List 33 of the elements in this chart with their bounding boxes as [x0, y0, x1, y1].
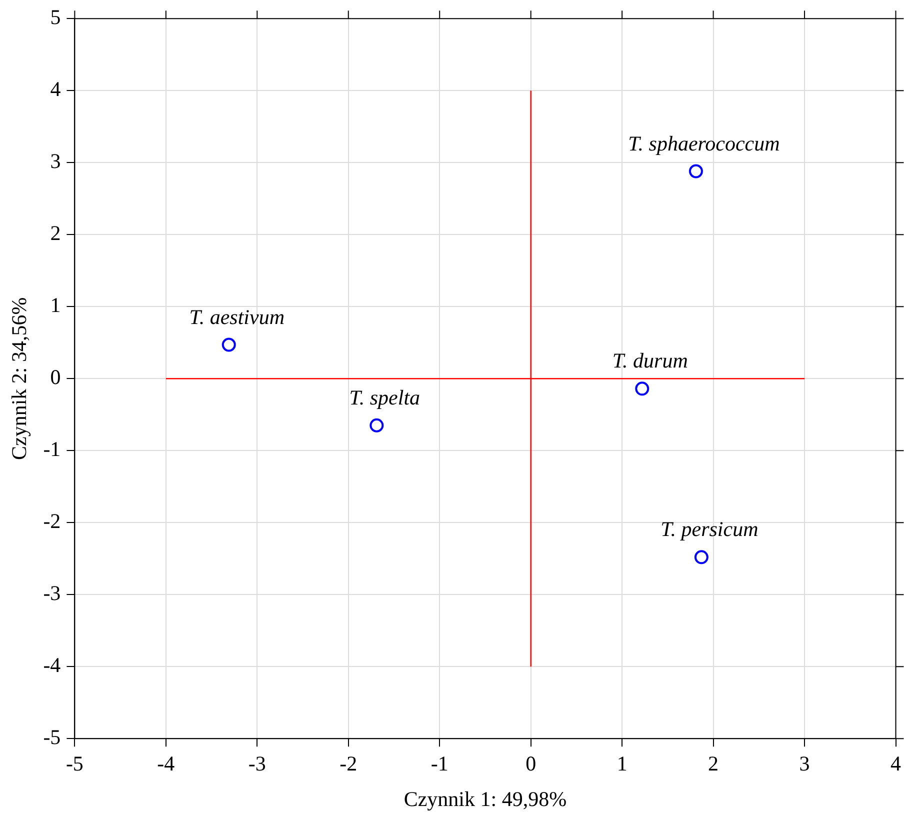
y-tick-label: -5 — [43, 725, 61, 750]
y-axis-title: Czynnik 2: 34,56% — [7, 297, 32, 460]
y-tick-label: 0 — [50, 365, 61, 390]
x-tick-label: 0 — [526, 752, 536, 776]
x-tick-label: 3 — [799, 752, 810, 776]
x-tick-label: 4 — [890, 752, 902, 776]
y-tick-label: 2 — [50, 221, 61, 246]
point — [688, 164, 703, 178]
point — [370, 418, 384, 432]
y-tick-label: 3 — [50, 149, 61, 174]
x-tick-label: -3 — [248, 752, 266, 776]
y-tick-label: 1 — [50, 293, 61, 318]
series-label: T. spelta — [349, 385, 420, 410]
x-tick-label: -4 — [157, 752, 176, 776]
point — [635, 382, 650, 396]
y-tick-label: 4 — [50, 77, 62, 102]
x-tick-label: 2 — [708, 752, 719, 776]
x-tick-label: -1 — [430, 752, 448, 776]
series-label: T. aestivum — [189, 304, 285, 329]
y-tick-label: 5 — [50, 5, 61, 30]
point — [694, 550, 708, 564]
x-axis-title: Czynnik 1: 49,98% — [404, 786, 567, 811]
y-tick-label: -4 — [43, 653, 62, 678]
x-tick-label: -2 — [340, 752, 358, 776]
series-label: T. sphaerococcum — [628, 131, 780, 156]
x-tick-label: 1 — [616, 752, 628, 776]
series-label: T. durum — [612, 348, 688, 373]
x-tick-label: -5 — [66, 752, 84, 776]
y-tick-label: -3 — [43, 581, 61, 606]
series-label: T. persicum — [660, 517, 758, 542]
y-tick-label: -1 — [43, 437, 61, 462]
y-tick-label: -2 — [43, 509, 61, 534]
point — [222, 338, 236, 352]
